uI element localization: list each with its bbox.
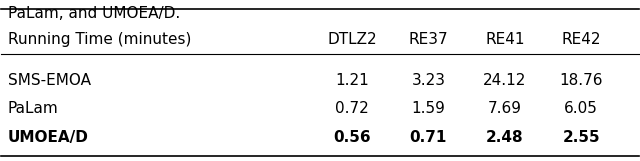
Text: RE37: RE37	[408, 32, 448, 47]
Text: 2.48: 2.48	[486, 130, 524, 145]
Text: 1.21: 1.21	[335, 73, 369, 88]
Text: Running Time (minutes): Running Time (minutes)	[8, 32, 191, 47]
Text: 2.55: 2.55	[563, 130, 600, 145]
Text: 0.72: 0.72	[335, 101, 369, 116]
Text: 3.23: 3.23	[412, 73, 445, 88]
Text: DTLZ2: DTLZ2	[327, 32, 377, 47]
Text: PaLam: PaLam	[8, 101, 58, 116]
Text: PaLam, and UMOEA/D.: PaLam, and UMOEA/D.	[8, 6, 180, 21]
Text: 24.12: 24.12	[483, 73, 527, 88]
Text: 7.69: 7.69	[488, 101, 522, 116]
Text: 1.59: 1.59	[412, 101, 445, 116]
Text: 0.56: 0.56	[333, 130, 371, 145]
Text: SMS-EMOA: SMS-EMOA	[8, 73, 91, 88]
Text: UMOEA/D: UMOEA/D	[8, 130, 88, 145]
Text: RE41: RE41	[485, 32, 525, 47]
Text: 0.71: 0.71	[410, 130, 447, 145]
Text: 18.76: 18.76	[559, 73, 603, 88]
Text: RE42: RE42	[561, 32, 601, 47]
Text: 6.05: 6.05	[564, 101, 598, 116]
